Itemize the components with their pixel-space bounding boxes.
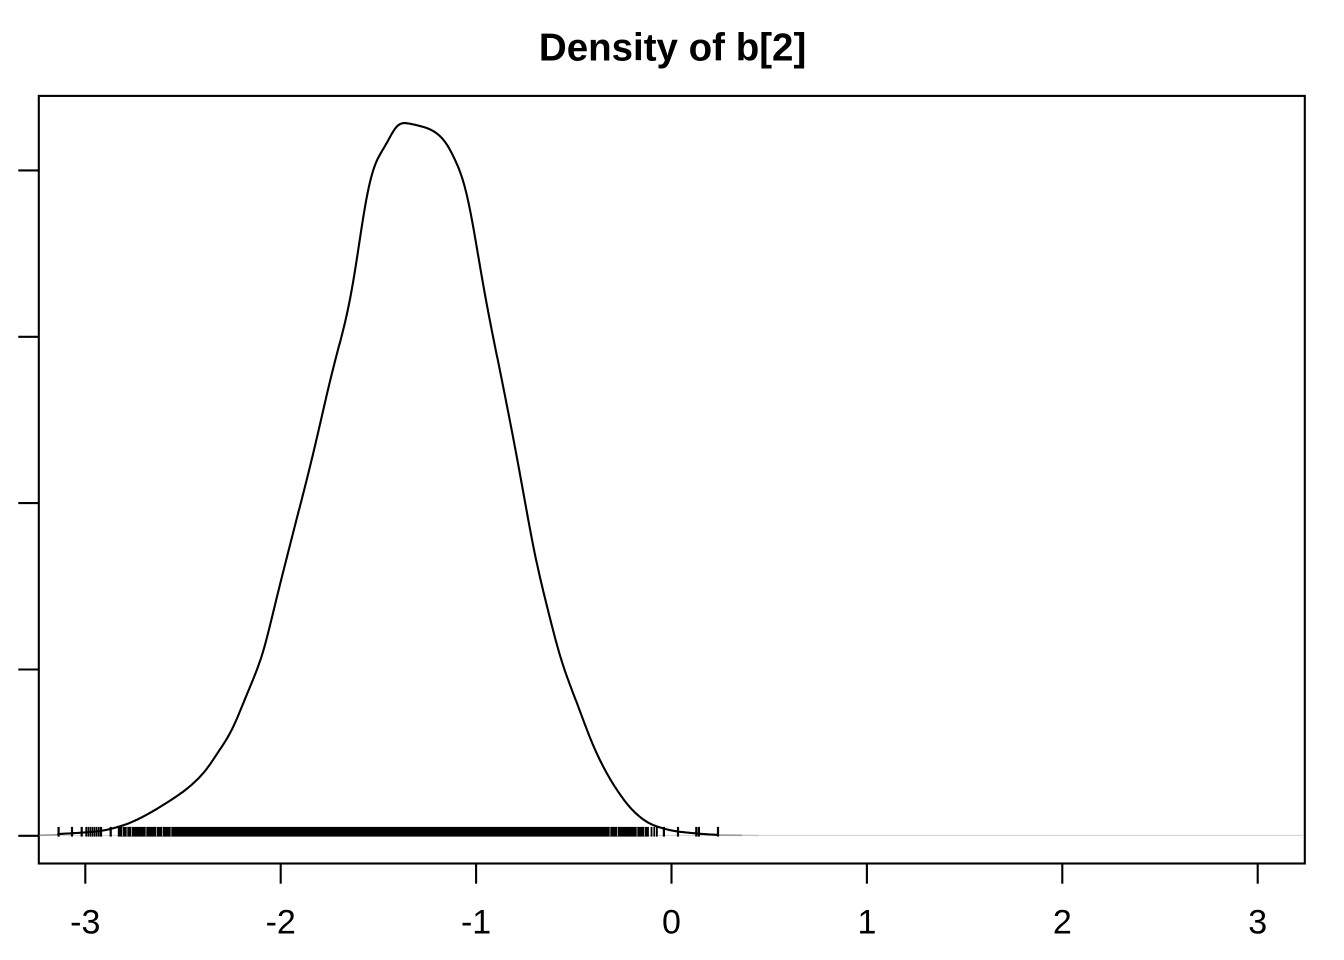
svg-text:-3: -3: [70, 904, 100, 942]
svg-text:-1: -1: [461, 904, 491, 942]
svg-text:-2: -2: [266, 904, 296, 942]
svg-text:2: 2: [1053, 904, 1072, 942]
svg-text:1: 1: [857, 904, 876, 942]
svg-text:3: 3: [1248, 904, 1267, 942]
svg-text:0: 0: [662, 904, 681, 942]
svg-text:Density of b[2]: Density of b[2]: [539, 26, 806, 69]
